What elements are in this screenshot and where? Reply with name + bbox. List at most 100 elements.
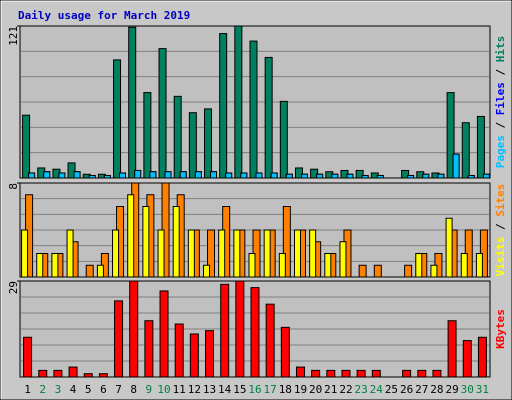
bar: [432, 369, 442, 378]
x-tick-label: 6: [100, 383, 107, 396]
chart-title: Daily usage for March 2019: [18, 9, 190, 22]
bar: [103, 174, 111, 179]
legend-entry: Pages: [494, 135, 507, 168]
bar: [114, 300, 124, 378]
bar: [51, 253, 59, 278]
bar: [402, 369, 412, 378]
bar: [294, 167, 303, 179]
bar: [53, 369, 63, 378]
bar: [43, 171, 51, 179]
bar: [447, 320, 457, 378]
legend-separator: /: [494, 217, 507, 237]
bar: [189, 333, 199, 378]
bar: [249, 40, 258, 179]
x-tick-label: 3: [55, 383, 62, 396]
bar: [346, 173, 354, 179]
bar: [407, 174, 415, 179]
bar: [401, 169, 410, 179]
bar: [324, 253, 332, 278]
bar: [361, 174, 369, 179]
legend-entry: Files: [494, 82, 507, 115]
y-tick-label: 121: [7, 26, 20, 46]
bar: [36, 253, 44, 278]
x-tick-label: 7: [115, 383, 122, 396]
bar: [475, 253, 483, 278]
bar: [462, 340, 472, 378]
x-tick-label: 31: [476, 383, 489, 396]
bar: [22, 114, 31, 179]
bar: [194, 171, 202, 179]
bar: [179, 171, 187, 179]
y-tick-label: 29: [7, 281, 20, 294]
bar: [264, 56, 273, 179]
bar: [234, 25, 243, 179]
bar: [127, 194, 135, 278]
x-tick-label: 29: [445, 383, 458, 396]
bar: [404, 264, 413, 278]
x-tick-label: 23: [355, 383, 368, 396]
bar: [300, 173, 308, 179]
bar: [164, 171, 172, 179]
x-tick-label: 30: [461, 383, 474, 396]
bar: [83, 373, 93, 378]
bar: [73, 171, 81, 179]
legend: Visits / Sites: [494, 184, 507, 277]
bar: [295, 366, 305, 378]
bar: [129, 280, 139, 378]
x-tick-label: 5: [85, 383, 92, 396]
bar: [279, 100, 288, 179]
bar: [341, 369, 351, 378]
bar: [203, 264, 211, 278]
bar: [460, 253, 468, 278]
bar: [250, 287, 260, 378]
bar: [280, 326, 290, 378]
bar: [88, 174, 96, 179]
bar: [437, 173, 445, 179]
bar: [422, 173, 430, 179]
bar: [309, 229, 317, 278]
bar: [240, 172, 248, 179]
bar: [188, 112, 197, 179]
bar: [205, 330, 215, 378]
bar: [187, 229, 195, 278]
x-tick-label: 8: [130, 383, 137, 396]
x-tick-label: 27: [415, 383, 428, 396]
x-tick-label: 17: [264, 383, 277, 396]
x-tick-label: 16: [248, 383, 261, 396]
legend-entry: Sites: [494, 184, 507, 217]
bar: [467, 174, 475, 179]
x-tick-label: 9: [146, 383, 153, 396]
bar: [21, 229, 29, 278]
x-tick-label: 2: [39, 383, 46, 396]
x-tick-label: 10: [157, 383, 170, 396]
legend-entry: Visits: [494, 237, 507, 277]
x-tick-label: 22: [339, 383, 352, 396]
x-tick-label: 21: [324, 383, 337, 396]
bar: [128, 26, 137, 179]
bar: [482, 173, 490, 179]
bar: [356, 369, 366, 378]
bar: [219, 33, 228, 179]
bar: [446, 92, 455, 179]
x-tick-label: 13: [203, 383, 216, 396]
legend-separator: /: [494, 62, 507, 82]
bar: [96, 264, 104, 278]
bar: [142, 206, 150, 278]
bar: [158, 48, 167, 179]
bar: [23, 336, 33, 378]
bar: [235, 280, 245, 378]
bar: [159, 290, 169, 378]
bar: [68, 366, 78, 378]
bar: [112, 229, 120, 278]
bar: [270, 172, 278, 179]
x-tick-label: 4: [70, 383, 77, 396]
bar: [233, 229, 241, 278]
bar: [144, 320, 154, 378]
bar: [157, 229, 165, 278]
bar: [477, 336, 487, 378]
x-tick-label: 24: [370, 383, 384, 396]
x-tick-label: 26: [400, 383, 413, 396]
bar: [210, 171, 218, 179]
bar: [430, 264, 438, 278]
